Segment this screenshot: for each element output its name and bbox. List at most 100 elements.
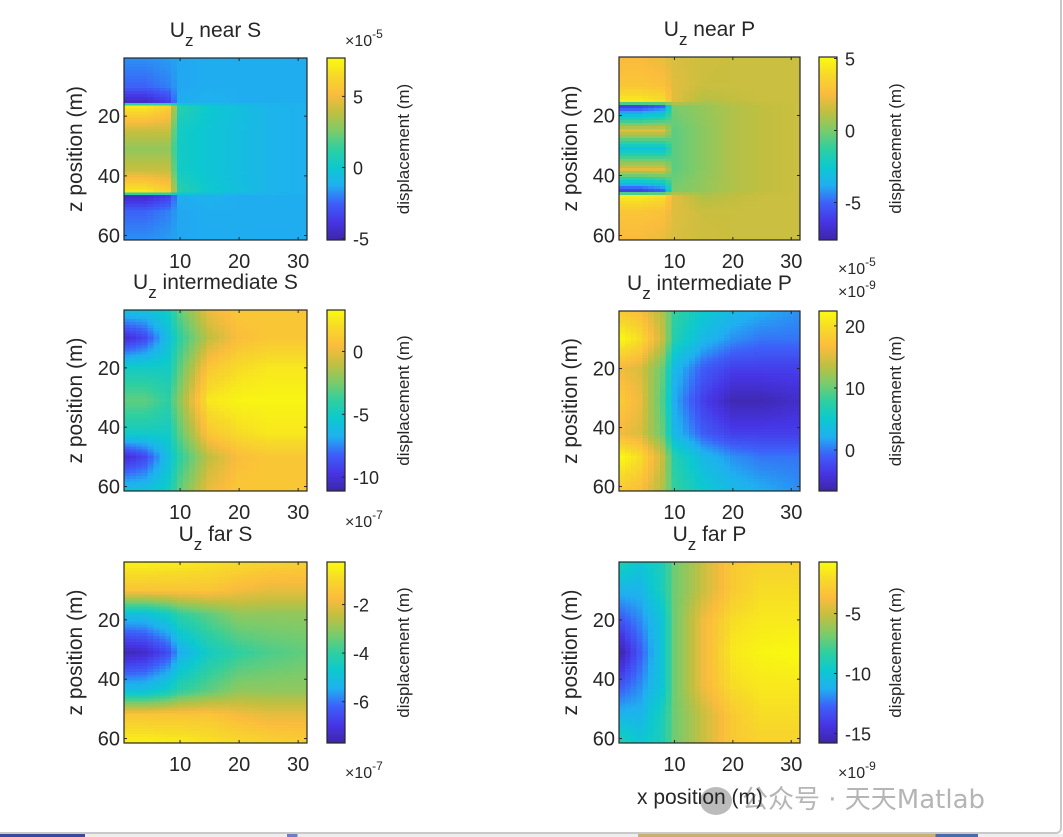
heatmap-cell xyxy=(289,192,296,196)
heatmap-cell xyxy=(689,201,696,205)
heatmap-cell xyxy=(706,60,714,64)
heatmap-cell xyxy=(729,219,737,223)
heatmap-cell xyxy=(712,201,719,205)
heatmap-cell xyxy=(194,312,202,317)
heatmap-cell xyxy=(183,78,190,83)
heatmap-cell xyxy=(689,135,696,139)
heatmap-cell xyxy=(283,78,290,83)
heatmap-cell xyxy=(718,216,725,220)
heatmap-cell xyxy=(224,78,231,83)
heatmap-cell xyxy=(230,141,237,146)
heatmap-cell xyxy=(265,144,273,149)
heatmap-cell xyxy=(194,165,202,169)
heatmap-cell xyxy=(729,159,737,163)
heatmap-cell xyxy=(242,114,249,119)
heatmap-cell xyxy=(706,150,714,154)
heatmap-cell xyxy=(271,75,279,80)
heatmap-cell xyxy=(236,183,243,187)
heatmap-cell xyxy=(700,156,708,160)
heatmap-cell xyxy=(642,102,649,106)
heatmap-cell xyxy=(206,96,214,101)
heatmap-cell xyxy=(301,81,308,86)
heatmap-cell xyxy=(124,144,131,149)
heatmap-cell xyxy=(283,108,290,113)
heatmap-cell xyxy=(242,108,249,113)
heatmap-cell xyxy=(694,66,702,70)
heatmap-cell xyxy=(247,156,255,161)
heatmap-cell xyxy=(659,126,667,130)
heatmap-cell xyxy=(183,168,190,172)
heatmap-cell xyxy=(230,201,237,205)
heatmap-cell xyxy=(200,60,208,65)
heatmap-cell xyxy=(265,84,273,89)
heatmap-cell xyxy=(747,174,754,178)
heatmap-cell xyxy=(171,141,178,146)
heatmap-cell xyxy=(171,318,178,323)
heatmap-cell xyxy=(230,228,237,232)
heatmap-cell xyxy=(659,90,667,94)
heatmap-cell xyxy=(770,87,778,91)
heatmap-cell xyxy=(677,237,684,241)
heatmap-cell xyxy=(171,60,178,65)
heatmap-cell xyxy=(642,141,649,145)
heatmap-cell xyxy=(177,69,184,74)
heatmap-cell xyxy=(776,135,784,139)
heatmap-cell xyxy=(206,177,214,181)
heatmap-cell xyxy=(665,78,673,82)
heatmap-cell xyxy=(218,78,225,83)
heatmap-cell xyxy=(283,99,290,104)
heatmap-cell xyxy=(630,126,638,130)
heatmap-cell xyxy=(283,117,290,122)
heatmap-cell xyxy=(295,159,302,164)
heatmap-cell xyxy=(295,126,302,131)
heatmap-cell xyxy=(776,84,784,88)
heatmap-cell xyxy=(764,60,772,64)
colorbar-tick-label: -5 xyxy=(845,194,861,214)
heatmap-cell xyxy=(129,219,137,223)
heatmap-cell xyxy=(147,348,155,353)
heatmap-cell xyxy=(630,207,638,211)
heatmap-cell xyxy=(630,192,638,196)
heatmap-cell xyxy=(177,204,184,208)
heatmap-cell xyxy=(259,348,267,353)
title-text: near P xyxy=(687,18,755,41)
heatmap-cell xyxy=(129,108,137,113)
heatmap-cell xyxy=(159,204,166,208)
heatmap-cell xyxy=(265,93,273,98)
heatmap-cell xyxy=(794,84,801,88)
heatmap-cell xyxy=(724,204,731,208)
heatmap-cell xyxy=(218,225,225,229)
heatmap-cell xyxy=(718,210,725,214)
heatmap-cell xyxy=(188,216,196,220)
heatmap-cell xyxy=(724,219,731,223)
heatmap-cell xyxy=(283,162,290,167)
heatmap-cell xyxy=(706,144,714,148)
heatmap-cell xyxy=(253,312,261,317)
heatmap-cell xyxy=(147,117,155,122)
heatmap-cell xyxy=(247,132,255,137)
heatmap-cell xyxy=(177,144,184,149)
heatmap-cell xyxy=(788,60,795,64)
heatmap-cell xyxy=(289,336,296,341)
heatmap-cell xyxy=(619,120,626,124)
heatmap-cell xyxy=(177,339,184,344)
heatmap-cell xyxy=(236,327,243,332)
heatmap-cell xyxy=(724,150,731,154)
heatmap-cell xyxy=(236,69,243,74)
heatmap-cell xyxy=(259,159,267,164)
heatmap-cell xyxy=(671,114,678,118)
heatmap-cell xyxy=(129,117,137,122)
heatmap-cell xyxy=(224,165,231,169)
heatmap-cell xyxy=(230,168,237,172)
heatmap-cell xyxy=(218,144,225,149)
heatmap-cell xyxy=(700,180,708,184)
heatmap-cell xyxy=(700,129,708,133)
heatmap-cell xyxy=(200,168,208,172)
heatmap-cell xyxy=(124,72,131,77)
heatmap-cell xyxy=(218,60,225,65)
heatmap-cell xyxy=(271,129,279,134)
heatmap-cell xyxy=(259,81,267,86)
heatmap-cell xyxy=(194,228,202,232)
heatmap-cell xyxy=(718,138,725,142)
heatmap-cell xyxy=(770,204,778,208)
